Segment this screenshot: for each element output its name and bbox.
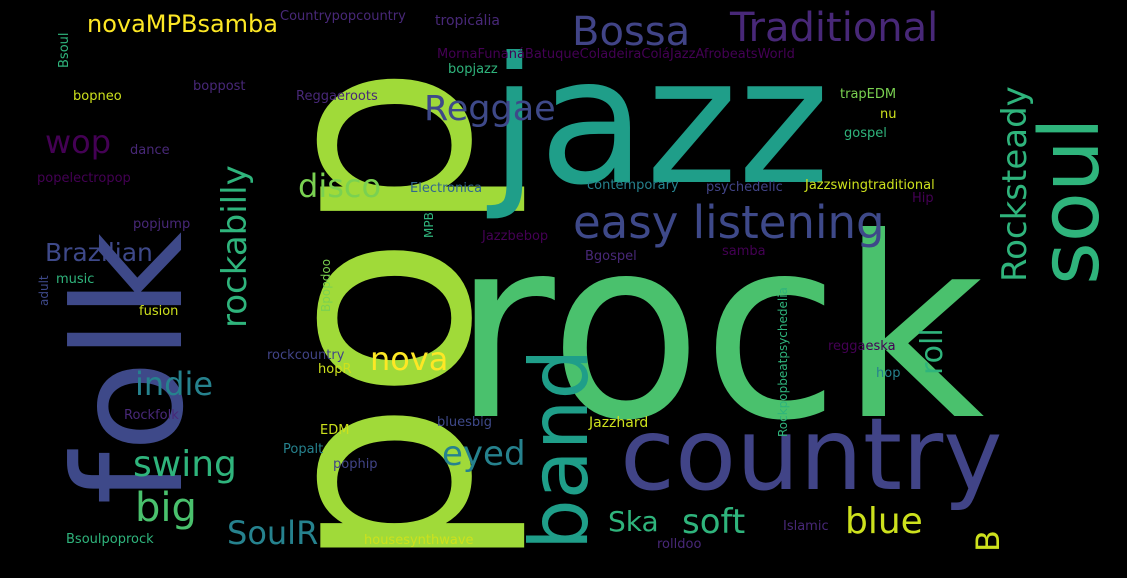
word-mpb: MPB — [422, 212, 436, 238]
word-bossa: Bossa — [572, 9, 691, 55]
word-soft: soft — [682, 502, 746, 542]
word-traditional: Traditional — [730, 5, 939, 51]
word-fusion: fusion — [139, 304, 179, 319]
word-b: B — [969, 530, 1007, 552]
word-rockcountry: rockcountry — [267, 348, 345, 363]
word-islamic: Islamic — [783, 519, 829, 534]
word-bgospel: Bgospel — [585, 249, 637, 264]
word-contemporary: contemporary — [587, 178, 679, 193]
word-tropicalia: tropicália — [435, 13, 500, 29]
word-reggaeska: reggaeska — [828, 339, 896, 354]
word-trapedm: trapEDM — [840, 87, 897, 102]
word-ska: Ska — [608, 505, 659, 538]
word-big: big — [135, 485, 197, 531]
word-roll: roll — [915, 328, 950, 375]
word-easy-listening: easy listening — [573, 196, 885, 249]
word-swing: swing — [133, 444, 237, 485]
word-edm: EDM — [320, 423, 350, 438]
word-hopr: hopR — [318, 362, 352, 377]
word-psychedelic: psychedelic — [706, 180, 783, 195]
word-blue: blue — [845, 501, 923, 542]
word-novampbsamba: novaMPBsamba — [87, 10, 278, 38]
word-country: country — [620, 396, 1003, 513]
word-rockpop: Rockpopbeatpsychedelia — [776, 287, 790, 437]
word-nu: nu — [880, 107, 897, 122]
word-housesynthwave: housesynthwave — [364, 533, 474, 548]
word-pop: pop — [217, 64, 532, 572]
word-rock: rock — [452, 184, 985, 475]
word-disco: disco — [298, 167, 382, 205]
word-dance: dance — [130, 143, 170, 158]
word-samba: samba — [722, 244, 766, 259]
word-jazzswingtraditional: Jazzswingtraditional — [805, 178, 935, 193]
word-rocksteady: Rocksteady — [995, 86, 1035, 282]
word-rolldoo: rolldoo — [657, 537, 702, 552]
word-hip: Hip — [912, 191, 934, 206]
word-jazzhard: Jazzhard — [589, 415, 649, 431]
word-band: band — [513, 348, 606, 550]
word-soul: soul — [1023, 117, 1118, 285]
word-nova: nova — [370, 340, 449, 378]
word-reggaeroots: Reggaeroots — [296, 89, 378, 104]
word-electronica: Electronica — [410, 181, 483, 196]
word-countrypopcountry: Countrypopcountry — [280, 9, 406, 24]
word-bopjazz: bopjazz — [448, 62, 498, 77]
word-popjump: popjump — [133, 217, 191, 232]
word-reggae: Reggae — [424, 89, 556, 129]
word-gospel: gospel — [844, 126, 887, 141]
word-eyed: eyed — [442, 434, 526, 474]
word-pophip: pophip — [333, 457, 378, 472]
word-adult: adult — [37, 275, 51, 306]
word-brazilian: Brazilian — [45, 238, 153, 267]
word-morna: MornaFunanáBatuqueColadeiraColáJazzAfrob… — [437, 47, 795, 62]
word-rockfolk: Rockfolk — [124, 408, 179, 423]
word-popelectropop: popelectropop — [37, 171, 131, 186]
word-jazzbebop: Jazzbebop — [482, 229, 549, 244]
word-indie: indie — [135, 365, 214, 403]
word-jazz: jazz — [490, 21, 830, 224]
word-wop: wop — [45, 123, 112, 161]
word-bluesbig: bluesbig — [437, 415, 492, 430]
word-boppost: boppost — [193, 79, 246, 94]
word-bsoul: Bsoul — [57, 32, 72, 69]
word-soulr: SoulR — [227, 514, 319, 552]
word-bpopdoo: Bpopdoo — [319, 258, 333, 312]
word-rockabilly: rockabilly — [215, 165, 255, 328]
word-hop: hop — [876, 366, 901, 381]
word-popalt: Popalt — [283, 442, 324, 457]
word-bopneo: bopneo — [73, 89, 122, 104]
word-music: music — [56, 272, 95, 287]
word-bsoulpoprock: Bsoulpoprock — [66, 532, 154, 547]
